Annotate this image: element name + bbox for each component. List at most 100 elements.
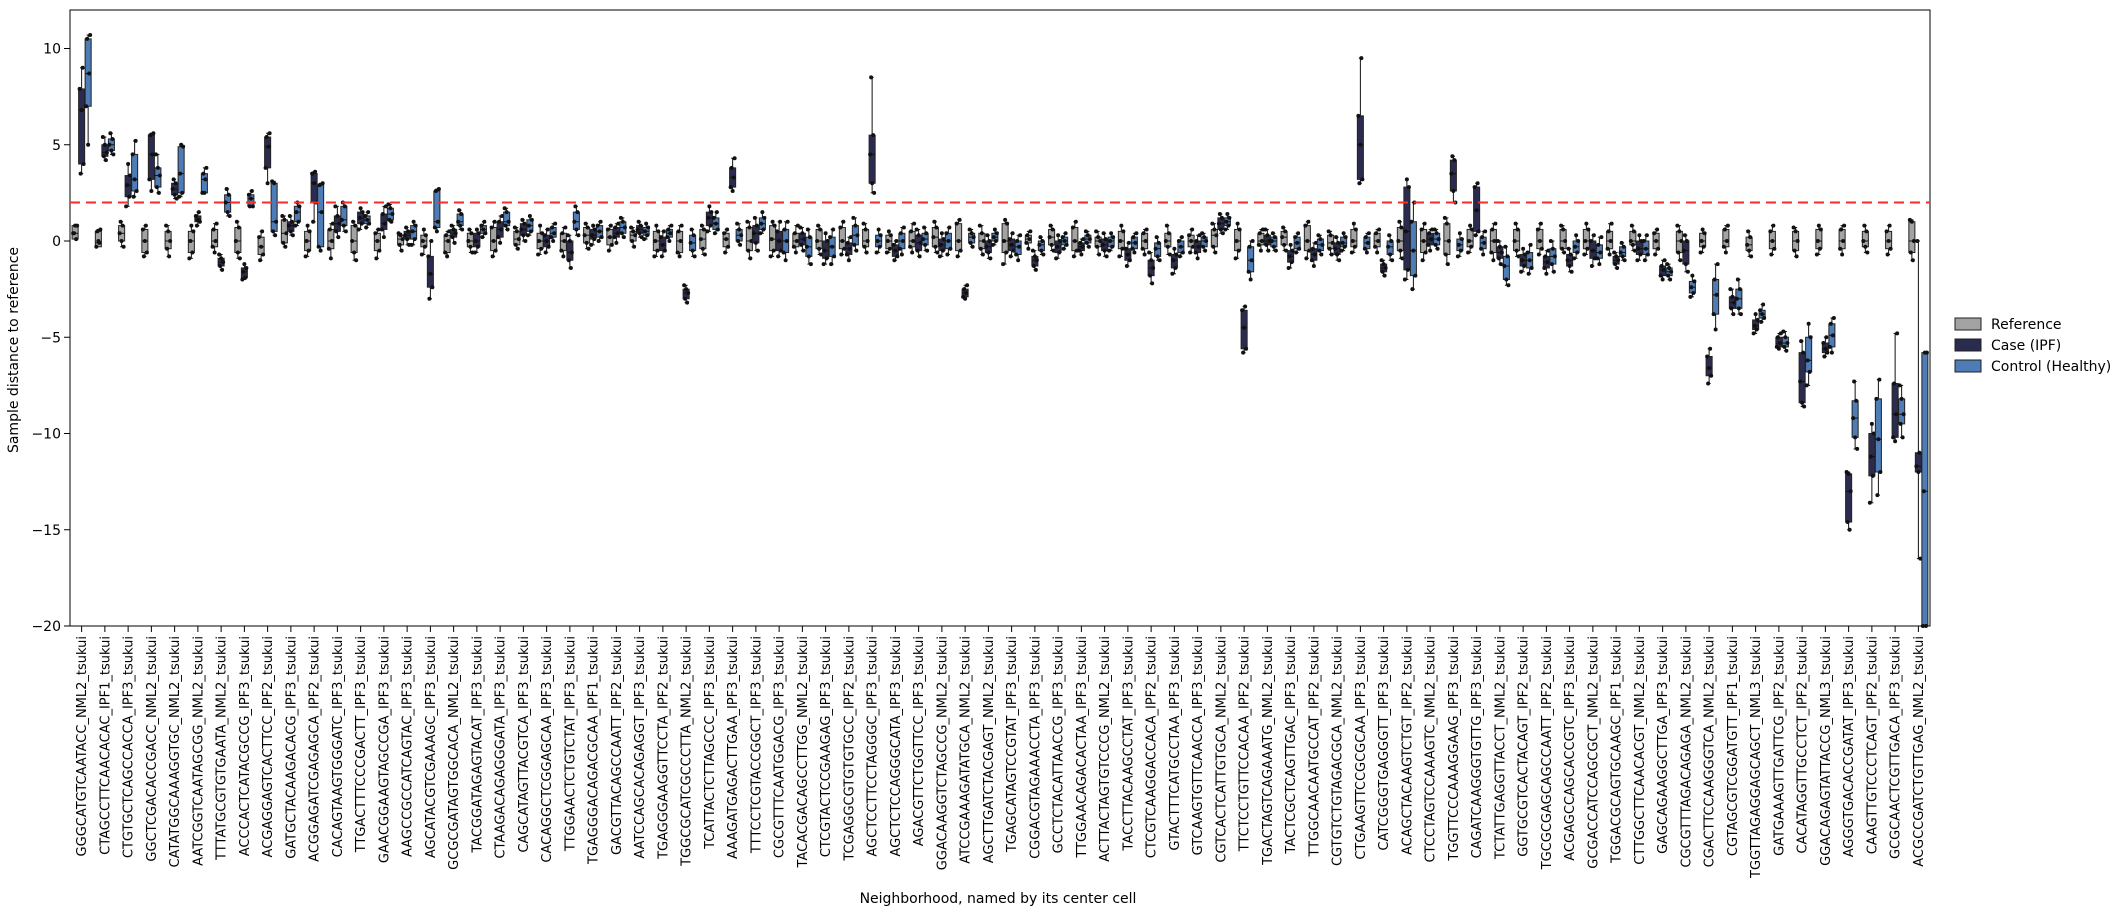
sample-point	[805, 227, 810, 232]
sample-point	[502, 206, 507, 211]
sample-point	[459, 212, 464, 217]
sample-point	[893, 248, 898, 253]
sample-point	[658, 235, 663, 240]
sample-point	[1196, 244, 1201, 249]
sample-point	[638, 223, 643, 228]
sample-point	[931, 235, 936, 240]
sample-point	[1808, 335, 1813, 340]
sample-point	[1481, 252, 1486, 257]
sample-point	[1373, 244, 1378, 249]
sample-point	[1865, 250, 1870, 255]
sample-point	[1760, 312, 1765, 317]
sample-point	[225, 210, 230, 215]
sample-point	[150, 152, 155, 157]
sample-point	[379, 227, 384, 232]
sample-point	[1127, 258, 1132, 263]
sample-point	[1816, 223, 1821, 228]
sample-point	[95, 229, 100, 234]
sample-point	[1474, 208, 1479, 213]
sample-point	[897, 246, 902, 251]
sample-point	[1304, 256, 1309, 261]
sample-point	[1380, 269, 1385, 274]
sample-point	[737, 227, 742, 232]
x-tick-label: CATCGGGTGAGGGTT_IPF3_tsukui	[1377, 636, 1392, 851]
sample-point	[104, 150, 109, 155]
sample-point	[637, 231, 642, 236]
sample-point	[1123, 246, 1128, 251]
sample-point	[1747, 248, 1752, 253]
sample-point	[1458, 248, 1463, 253]
sample-point	[1519, 269, 1524, 274]
sample-point	[313, 169, 318, 174]
sample-point	[643, 229, 648, 234]
sample-point	[227, 213, 232, 218]
sample-point	[1306, 219, 1311, 224]
sample-point	[1847, 527, 1852, 532]
sample-point	[954, 221, 959, 226]
sample-point	[572, 219, 577, 224]
x-tick-label: CTCGTACTCCGAAGAG_IPF3_tsukui	[819, 636, 834, 857]
sample-point	[980, 252, 985, 257]
sample-point	[88, 33, 93, 38]
sample-point	[341, 223, 346, 228]
sample-point	[1830, 333, 1835, 338]
sample-point	[1475, 181, 1480, 186]
sample-point	[1762, 316, 1767, 320]
sample-point	[1374, 231, 1379, 236]
sample-point	[359, 221, 364, 226]
box-reference	[1722, 228, 1730, 248]
sample-point	[1041, 252, 1046, 257]
sample-point	[1591, 233, 1596, 238]
sample-point	[1376, 239, 1381, 243]
sample-point	[1917, 450, 1922, 455]
sample-point	[1737, 287, 1742, 292]
sample-point	[452, 240, 457, 245]
x-axis-title: Neighborhood, named by its center cell	[860, 891, 1137, 907]
sample-point	[755, 248, 760, 253]
sample-point	[1612, 250, 1617, 255]
sample-point	[619, 231, 624, 236]
sample-point	[1234, 239, 1239, 243]
sample-point	[1678, 258, 1683, 263]
x-tick-label: TACTCGCTCAGTTGAC_IPF3_tsukui	[1284, 636, 1299, 855]
sample-point	[1894, 412, 1899, 417]
box-control-healthy	[340, 205, 348, 227]
sample-point	[1290, 248, 1295, 253]
sample-point	[669, 223, 674, 228]
sample-point	[706, 215, 711, 220]
sample-point	[1522, 264, 1527, 269]
sample-point	[1688, 294, 1693, 299]
box-reference	[1210, 228, 1218, 248]
sample-point	[758, 231, 763, 236]
sample-point	[745, 219, 750, 224]
x-tick-label: GCGCAACTCGTTGACA_IPF3_tsukui	[1889, 636, 1904, 859]
sample-point	[1218, 227, 1223, 232]
sample-point	[1828, 321, 1833, 326]
sample-point	[1922, 350, 1927, 355]
sample-point	[636, 219, 641, 224]
sample-point	[1725, 223, 1730, 228]
sample-point	[761, 227, 766, 232]
sample-point	[1403, 229, 1408, 234]
sample-point	[512, 225, 517, 230]
sample-point	[1469, 244, 1474, 249]
sample-point	[1490, 227, 1495, 232]
sample-point	[1861, 239, 1866, 243]
sample-point	[1870, 473, 1875, 478]
sample-point	[1289, 260, 1294, 265]
sample-point	[1133, 240, 1138, 245]
sample-point	[1899, 396, 1904, 401]
x-tick-label: GGCTCGACACCGACC_NML2_tsukui	[145, 636, 160, 862]
sample-point	[1034, 258, 1039, 263]
sample-point	[1690, 273, 1695, 278]
sample-point	[1841, 239, 1846, 243]
sample-point	[599, 235, 604, 240]
sample-point	[528, 229, 533, 234]
y-tick-label: −10	[31, 427, 61, 443]
sample-point	[1498, 262, 1503, 267]
sample-point	[1165, 244, 1170, 249]
sample-point	[1784, 348, 1789, 353]
box-reference	[955, 223, 963, 252]
sample-point	[1449, 171, 1454, 176]
sample-point	[783, 258, 788, 263]
